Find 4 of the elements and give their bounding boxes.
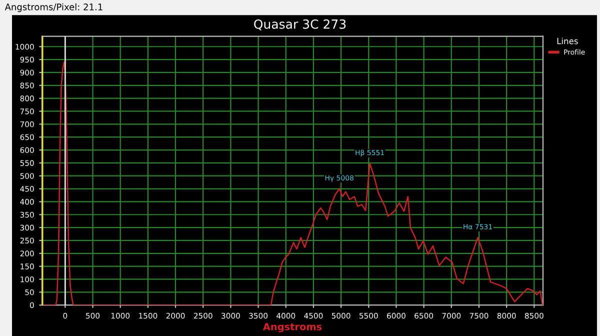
x-axis-title: Angstroms: [262, 323, 322, 332]
legend-title: Lines: [557, 38, 578, 44]
text: Angstroms/Pixel: 21.1: [4, 3, 102, 12]
chart-title: Quasar 3C 273: [254, 19, 346, 30]
